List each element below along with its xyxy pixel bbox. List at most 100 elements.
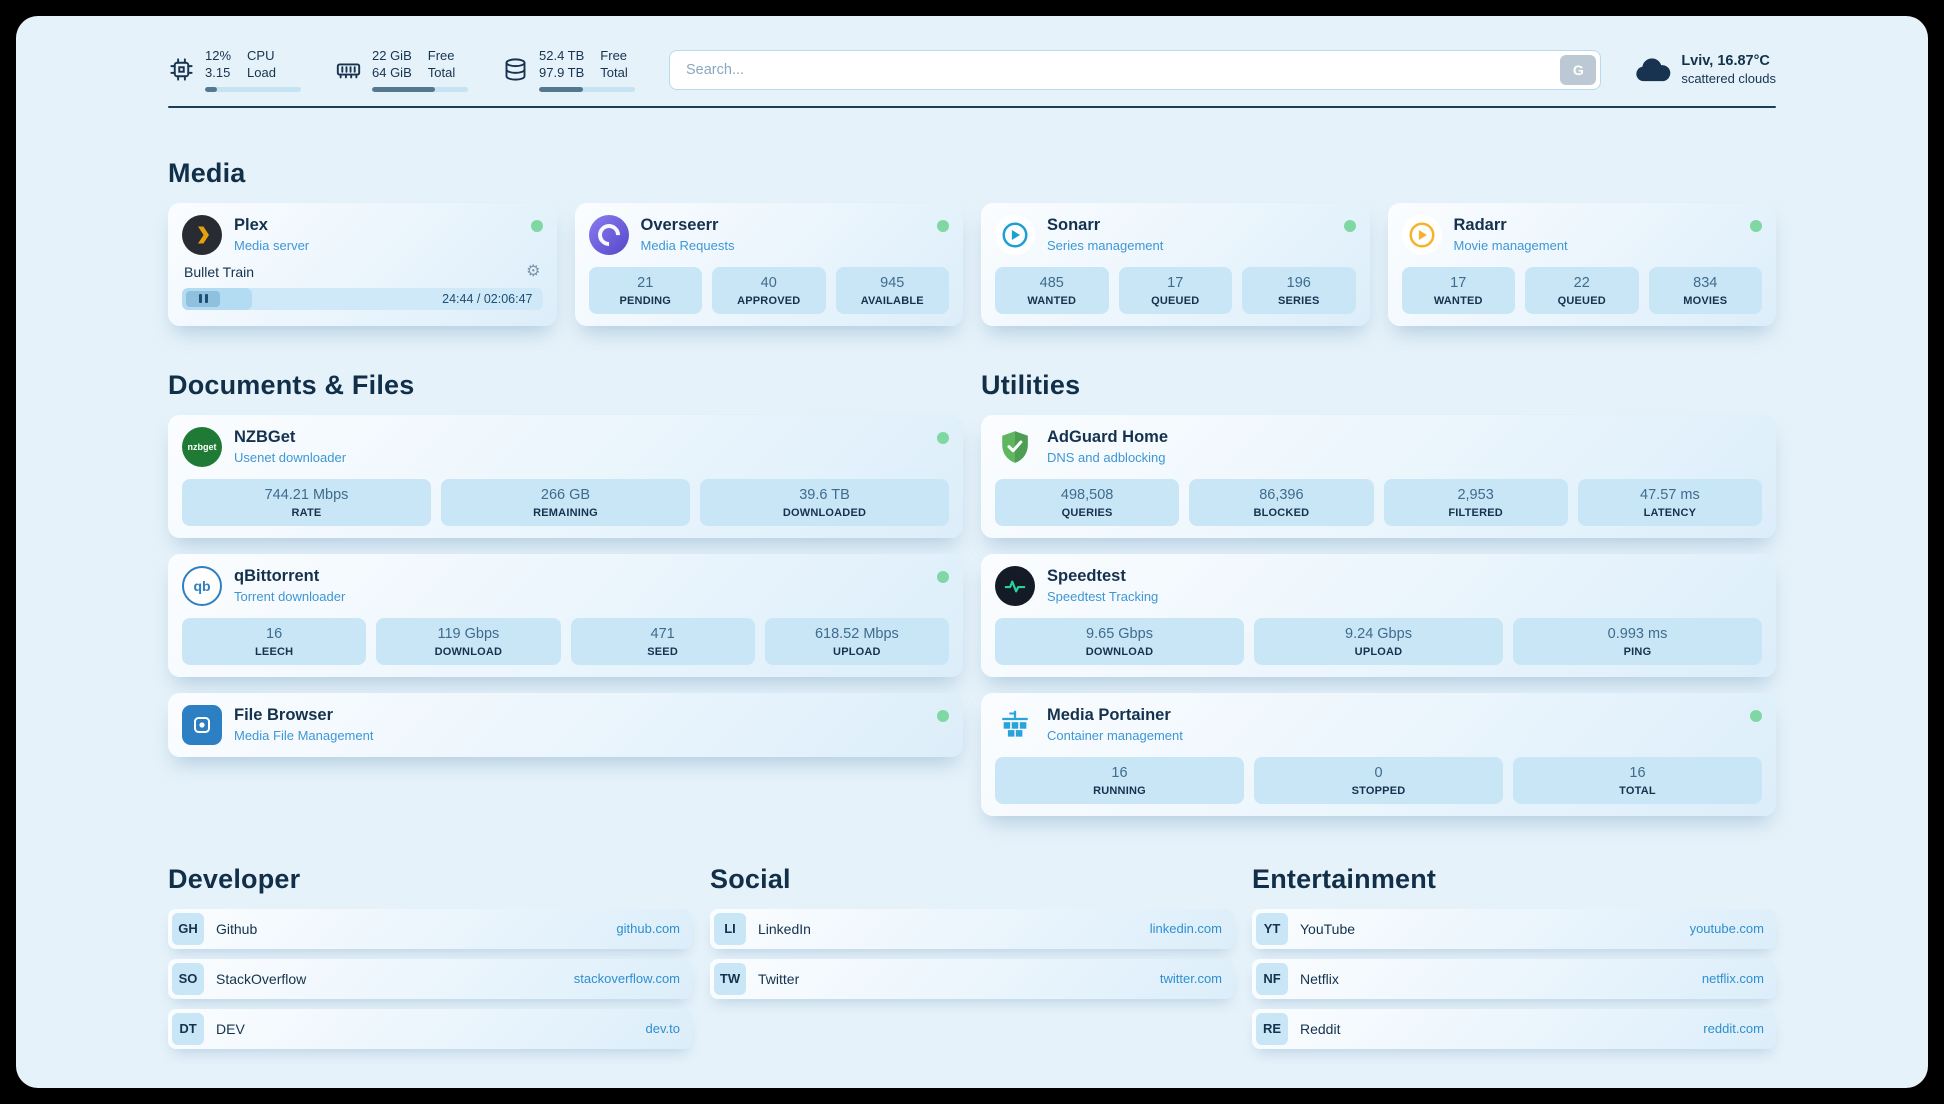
cpu-labels: CPU Load (247, 48, 276, 80)
search-input[interactable] (669, 49, 1602, 90)
weather-condition: scattered clouds (1681, 71, 1776, 87)
media-section-title: Media (168, 157, 246, 188)
disk-values: 52.4 TB 97.9 TB (539, 48, 585, 80)
sonarr-icon (995, 214, 1035, 255)
status-dot (937, 570, 949, 583)
section-media: Media Plex Media server (168, 158, 1776, 326)
reddit-icon: RE (1256, 1012, 1288, 1045)
app-subtitle: Speedtest Tracking (1047, 588, 1159, 604)
link-reddit[interactable]: RE Reddit reddit.com (1252, 1008, 1776, 1049)
link-netflix[interactable]: NF Netflix netflix.com (1252, 958, 1776, 999)
stat-queued: 22 QUEUED (1525, 266, 1639, 314)
status-dot (937, 219, 949, 232)
gear-icon[interactable]: ⚙ (526, 262, 541, 280)
app-name: Media Portainer (1047, 705, 1171, 724)
cloud-icon (1635, 55, 1671, 85)
app-subtitle: Container management (1047, 727, 1183, 743)
nzbget-icon: nzbget (182, 426, 222, 467)
stat-available: 945 AVAILABLE (835, 266, 949, 314)
stat-upload: 9.24 Gbps UPLOAD (1254, 617, 1503, 665)
app-subtitle: Series management (1047, 237, 1164, 253)
stat-rate: 744.21 Mbps RATE (182, 478, 431, 526)
app-subtitle: Media Requests (640, 237, 735, 253)
twitter-icon: TW (714, 962, 746, 995)
status-dot (1750, 709, 1762, 722)
app-card-qbittorrent[interactable]: qb qBittorrent Torrent downloader 16 LEE… (168, 553, 963, 677)
dashboard-panel: 12% 3.15 CPU Load (16, 16, 1928, 1088)
pause-button[interactable] (186, 290, 220, 307)
stat-queued: 17 QUEUED (1118, 266, 1232, 314)
app-card-sonarr[interactable]: Sonarr Series management 485 WANTED 17 Q… (981, 202, 1370, 326)
disk-widget: 52.4 TB 97.9 TB Free Total (502, 48, 635, 92)
app-name: NZBGet (234, 427, 296, 446)
stat-wanted: 485 WANTED (995, 266, 1109, 314)
app-card-portainer[interactable]: Media Portainer Container management 16 … (981, 692, 1776, 816)
section-documents-files: Documents & Files nzbget NZBGet Usenet d… (168, 370, 963, 816)
search-bar: G (669, 49, 1602, 90)
app-subtitle: Media server (234, 237, 310, 253)
stat-filtered: 2,953 FILTERED (1383, 478, 1568, 526)
cpu-widget: 12% 3.15 CPU Load (168, 48, 301, 92)
app-subtitle: Media File Management (234, 727, 374, 743)
link-youtube[interactable]: YT YouTube youtube.com (1252, 908, 1776, 949)
cpu-progress-bar (205, 86, 301, 92)
github-icon: GH (172, 912, 204, 945)
status-dot (530, 219, 543, 232)
portainer-icon (995, 705, 1035, 745)
speedtest-icon (995, 565, 1035, 606)
ram-progress-bar (372, 86, 468, 92)
stat-pending: 21 PENDING (588, 266, 702, 314)
developer-section-title: Developer (168, 863, 301, 894)
link-dev[interactable]: DT DEV dev.to (168, 1008, 692, 1049)
stat-download: 119 Gbps DOWNLOAD (376, 617, 561, 665)
app-name: Sonarr (1047, 215, 1101, 234)
app-subtitle: Movie management (1453, 237, 1568, 253)
stat-download: 9.65 Gbps DOWNLOAD (995, 617, 1244, 665)
status-dot (1343, 219, 1356, 232)
app-card-speedtest[interactable]: Speedtest Speedtest Tracking 9.65 Gbps D… (981, 553, 1776, 677)
app-card-filebrowser[interactable]: File Browser Media File Management (168, 692, 963, 757)
documents-section-title: Documents & Files (168, 369, 415, 400)
stat-stopped: 0 STOPPED (1254, 756, 1503, 804)
cpu-values: 12% 3.15 (205, 48, 232, 80)
disk-icon (502, 56, 529, 83)
qbittorrent-icon: qb (182, 565, 222, 606)
link-twitter[interactable]: TW Twitter twitter.com (710, 958, 1234, 999)
stat-blocked: 86,396 BLOCKED (1189, 478, 1374, 526)
app-card-radarr[interactable]: Radarr Movie management 17 WANTED 22 QUE… (1387, 202, 1776, 326)
stat-total: 16 TOTAL (1513, 756, 1762, 804)
disk-progress-bar (539, 86, 635, 92)
filebrowser-icon (182, 704, 222, 745)
weather-location: Lviv, 16.87°C (1681, 53, 1770, 70)
search-engine-button[interactable]: G (1560, 54, 1597, 85)
link-stackoverflow[interactable]: SO StackOverflow stackoverflow.com (168, 958, 692, 999)
app-subtitle: Torrent downloader (234, 588, 346, 604)
section-developer: Developer GH Github github.com SO StackO… (168, 864, 692, 1049)
stat-queries: 498,508 QUERIES (995, 478, 1180, 526)
overseerr-icon (588, 214, 629, 255)
stat-movies: 834 MOVIES (1648, 266, 1762, 314)
app-card-nzbget[interactable]: nzbget NZBGet Usenet downloader 744.21 M… (168, 414, 963, 538)
weather-widget: Lviv, 16.87°C scattered clouds (1635, 53, 1776, 86)
playback-time: 24:44 / 02:06:47 (442, 291, 533, 306)
app-card-plex[interactable]: Plex Media server Bullet Train ⚙ (168, 202, 557, 326)
app-name: Radarr (1453, 215, 1507, 234)
app-name: qBittorrent (234, 566, 320, 585)
ram-widget: 22 GiB 64 GiB Free Total (335, 48, 468, 92)
youtube-icon: YT (1256, 912, 1288, 945)
app-card-overseerr[interactable]: Overseerr Media Requests 21 PENDING 40 A… (574, 202, 963, 326)
stat-remaining: 266 GB REMAINING (441, 478, 690, 526)
app-subtitle: Usenet downloader (234, 449, 347, 465)
app-card-adguard[interactable]: AdGuard Home DNS and adblocking 498,508 … (981, 414, 1776, 538)
link-github[interactable]: GH Github github.com (168, 908, 692, 949)
ram-labels: Free Total (427, 48, 456, 80)
link-linkedin[interactable]: LI LinkedIn linkedin.com (710, 908, 1234, 949)
section-social: Social LI LinkedIn linkedin.com TW Twitt… (710, 864, 1234, 1049)
section-utilities: Utilities AdGuard Home (981, 370, 1776, 816)
stat-wanted: 17 WANTED (1401, 266, 1515, 314)
app-subtitle: DNS and adblocking (1047, 449, 1166, 465)
ram-values: 22 GiB 64 GiB (372, 48, 412, 80)
plex-progress-bar[interactable]: 24:44 / 02:06:47 (182, 287, 543, 310)
app-name: Overseerr (640, 215, 719, 234)
stat-running: 16 RUNNING (995, 756, 1244, 804)
